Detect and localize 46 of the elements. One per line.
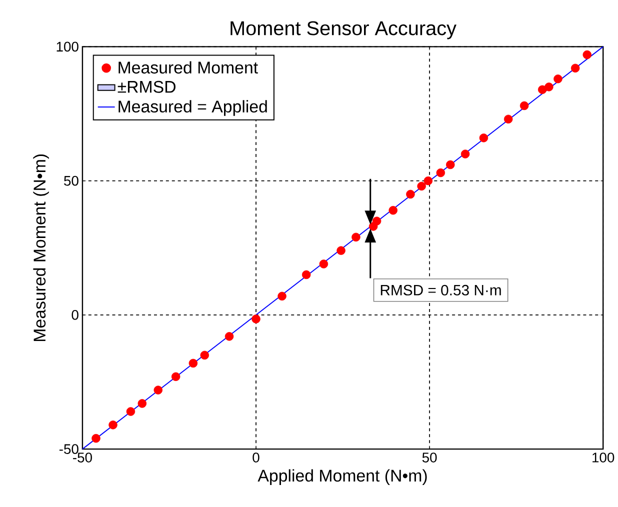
point	[200, 350, 210, 360]
point	[538, 85, 547, 94]
point	[252, 314, 260, 324]
point	[417, 182, 426, 191]
legend-label: ±RMSD	[118, 81, 176, 93]
point	[446, 160, 455, 170]
point	[126, 407, 136, 416]
point	[188, 359, 198, 368]
x-axis-title: Applied Moment (N•m)	[258, 469, 427, 486]
point	[224, 332, 234, 341]
y-tick-label: 100	[56, 42, 78, 52]
x-tick-label: 0	[252, 452, 260, 463]
point	[388, 206, 398, 215]
point	[544, 82, 554, 92]
x-tick-label: -50	[73, 452, 92, 463]
chart-title: Moment Sensor Accuracy	[230, 21, 456, 40]
point	[92, 434, 100, 443]
point	[460, 150, 470, 159]
point	[278, 292, 286, 301]
annotation: RMSD = 0.53 N·m	[380, 285, 501, 296]
point	[582, 50, 592, 60]
x-tick-label: 100	[592, 452, 614, 463]
y-tick-label: -50	[59, 444, 78, 454]
point	[154, 386, 163, 395]
point	[424, 176, 433, 186]
point	[138, 399, 147, 408]
point	[336, 246, 346, 256]
point	[504, 114, 513, 124]
legend-label: Measured = Applied	[118, 100, 267, 116]
y-tick-label: 0	[72, 310, 78, 320]
point	[554, 74, 562, 84]
point	[479, 134, 488, 142]
point	[406, 190, 415, 199]
point	[372, 216, 382, 226]
point	[352, 232, 360, 242]
x-tick-label: 50	[422, 452, 437, 463]
point	[520, 101, 529, 110]
legend-label: Measured Moment	[118, 61, 258, 74]
point	[171, 372, 180, 382]
point	[570, 64, 580, 73]
y-tick-label: 50	[64, 176, 78, 186]
point	[436, 168, 446, 178]
point	[302, 270, 311, 280]
y-axis-title: Measured Moment (N•m)	[33, 154, 49, 342]
point	[108, 420, 118, 430]
point	[319, 260, 328, 268]
